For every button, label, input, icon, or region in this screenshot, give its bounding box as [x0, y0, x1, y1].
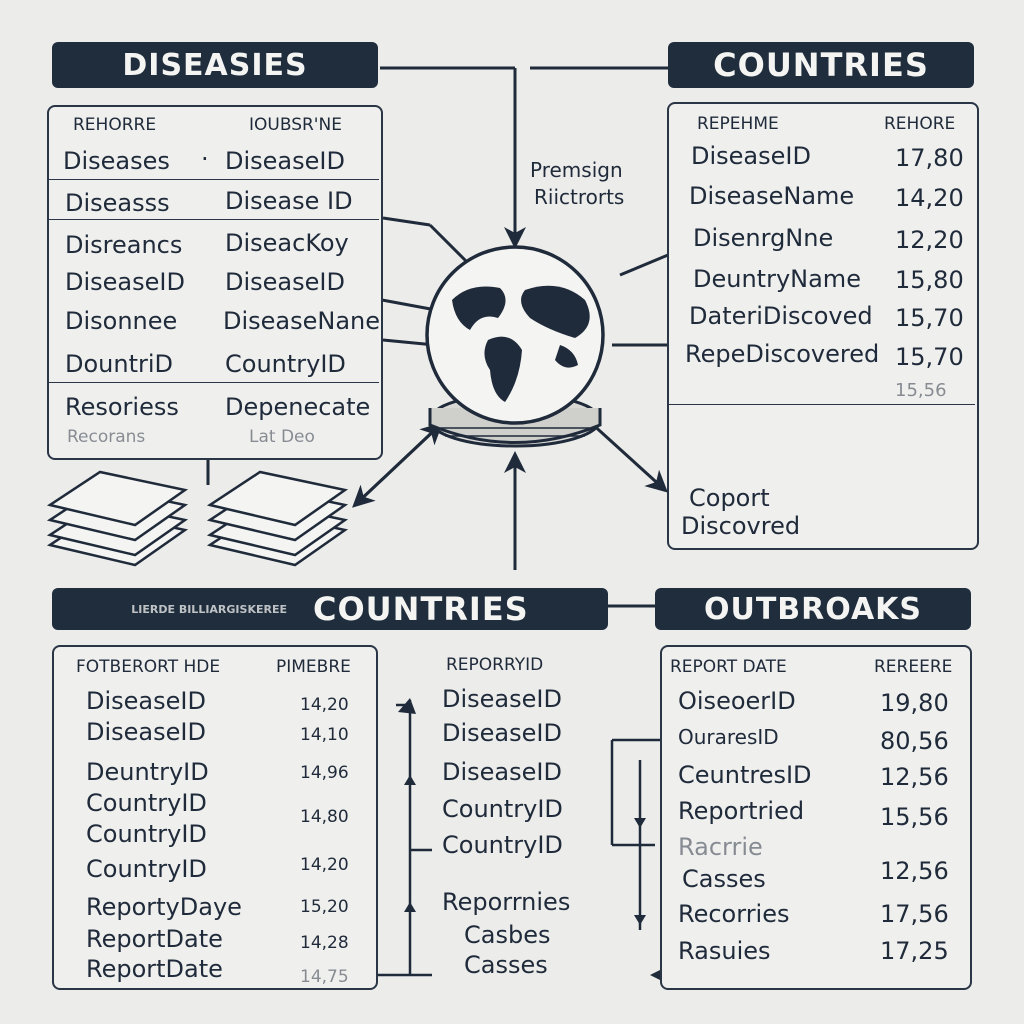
table-cell: Recorans [67, 427, 146, 447]
table-cell: 14,75 [300, 967, 349, 987]
table-cell: 15,20 [300, 897, 349, 917]
document-stack-icon [46, 470, 189, 567]
table-cell: CountryID [86, 855, 207, 883]
table-cell: 14,10 [300, 725, 349, 745]
report-id-column: REPORRYID DiseaseID DiseaseID DiseaseID … [432, 645, 607, 990]
table-cell: 14,28 [300, 933, 349, 953]
table-cell: 19,80 [880, 689, 949, 717]
table-cell: ReportDate [86, 925, 223, 953]
table-cell: DiseaseID [86, 687, 206, 715]
table-cell: 14,20 [300, 855, 349, 875]
banner-countries-bottom: LIERDE BILLIARGISKEREE COUNTRIES [52, 588, 608, 630]
table-cell: 17,56 [880, 900, 949, 928]
table-cell: Casses [464, 951, 548, 979]
table-header: FOTBERORT HDE [76, 657, 221, 677]
table-cell: 15,80 [895, 266, 964, 294]
table-cell: 12,56 [880, 857, 949, 885]
table-cell: OuraresID [678, 725, 779, 749]
table-cell: Disreancs [65, 231, 183, 259]
banner-outbreaks: OUTBROAKS [655, 588, 971, 630]
table-cell: 14,80 [300, 807, 349, 827]
top-connectors [206, 66, 840, 608]
table-cell: 12,20 [895, 226, 964, 254]
table-cell: Casbes [464, 921, 551, 949]
table-cell: 17,25 [880, 937, 949, 965]
table-header: REHORE [884, 114, 956, 134]
globe-icon [425, 245, 605, 448]
table-cell: DiseaseID [225, 268, 345, 296]
table-cell: 14,96 [300, 763, 349, 783]
table-cell: DateriDiscoved [689, 302, 873, 330]
table-cell: Resoriess [65, 393, 179, 421]
table-cell: Depenecate [225, 393, 371, 421]
table-cell: 14,20 [300, 695, 349, 715]
table-cell: 80,56 [880, 727, 949, 755]
diseases-table: REHORRE IOUBSR'NE Diseases DiseaseID Dis… [47, 105, 383, 460]
table-cell: DiseaseName [689, 182, 855, 210]
table-cell: Disonnee [65, 307, 178, 335]
table-cell: DisenrgNne [693, 224, 834, 252]
bottom-arrowheads [398, 698, 660, 980]
table-cell: Recorries [678, 900, 790, 928]
table-cell: Rasuies [678, 937, 771, 965]
countries-table: REPEHME REHORE DiseaseID 17,80 DiseaseNa… [667, 102, 979, 550]
table-cell: CountryID [442, 831, 563, 859]
table-cell: DiseaseID [691, 142, 811, 170]
table-cell: Racrrie [678, 833, 763, 861]
table-cell: Casses [682, 865, 766, 893]
bottom-connectors [372, 700, 660, 977]
footer-label: Discovred [681, 512, 801, 540]
table-cell: ReportDate [86, 955, 223, 983]
table-header: REPORT DATE [670, 657, 787, 677]
table-cell: DiseacKoy [225, 229, 349, 257]
table-cell: OiseoerID [678, 687, 796, 715]
table-cell: Diseasss [65, 189, 170, 217]
table-cell: DeuntryID [86, 758, 209, 786]
table-cell: DiseaseID [442, 758, 562, 786]
banner-countries-top: COUNTRIES [668, 42, 974, 88]
table-header: REHORRE [73, 115, 157, 135]
table-cell: CountryID [442, 795, 563, 823]
table-cell: 15,70 [895, 304, 964, 332]
table-cell: DountriD [65, 350, 174, 378]
banner-diseases: DISEASIES [52, 42, 378, 88]
table-header: REREERE [874, 657, 953, 677]
center-label-line2: Riictrorts [534, 185, 625, 209]
table-cell: DiseaseID [442, 685, 562, 713]
table-cell: CeuntresID [678, 761, 812, 789]
table-cell: Lat Deo [249, 427, 315, 447]
table-cell: Reportried [678, 797, 805, 825]
table-header: REPEHME [697, 114, 779, 134]
document-stack-icon [206, 470, 349, 567]
banner-garbled-text: LIERDE BILLIARGISKEREE [131, 602, 287, 616]
table-cell: Disease ID [225, 187, 353, 215]
banner-countries-label: COUNTRIES [312, 590, 529, 628]
table-cell: CountryID [86, 789, 207, 817]
table-cell: 15,70 [895, 343, 964, 371]
table-cell: Reporrnies [442, 888, 571, 916]
table-cell: 15,56 [880, 803, 949, 831]
table-cell: CountryID [86, 820, 207, 848]
center-label-line1: Premsign [530, 158, 623, 182]
table-cell: 12,56 [880, 763, 949, 791]
table-cell: DiseaseID [65, 268, 185, 296]
reports-table: FOTBERORT HDE PIMEBRE DiseaseID 14,20 Di… [52, 645, 378, 990]
table-cell: DiseaseID [442, 719, 562, 747]
outbreaks-table: REPORT DATE REREERE OiseoerID 19,80 Oura… [660, 645, 972, 990]
table-cell: 17,80 [895, 144, 964, 172]
table-header: PIMEBRE [276, 657, 351, 677]
table-header: REPORRYID [446, 655, 544, 675]
table-cell: CountryID [225, 350, 346, 378]
table-cell: DiseaseNane [223, 307, 381, 335]
table-cell: 14,20 [895, 184, 964, 212]
table-cell: DiseaseID [86, 718, 206, 746]
table-cell: 15,56 [895, 380, 947, 401]
table-cell: ReportyDaye [86, 893, 242, 921]
footer-label: Coport [689, 484, 770, 512]
table-cell: DiseaseID [225, 147, 345, 175]
table-cell: Diseases [63, 147, 170, 175]
table-cell: DeuntryName [693, 265, 861, 293]
table-cell: RepeDiscovered [685, 340, 880, 368]
table-header: IOUBSR'NE [249, 115, 342, 135]
